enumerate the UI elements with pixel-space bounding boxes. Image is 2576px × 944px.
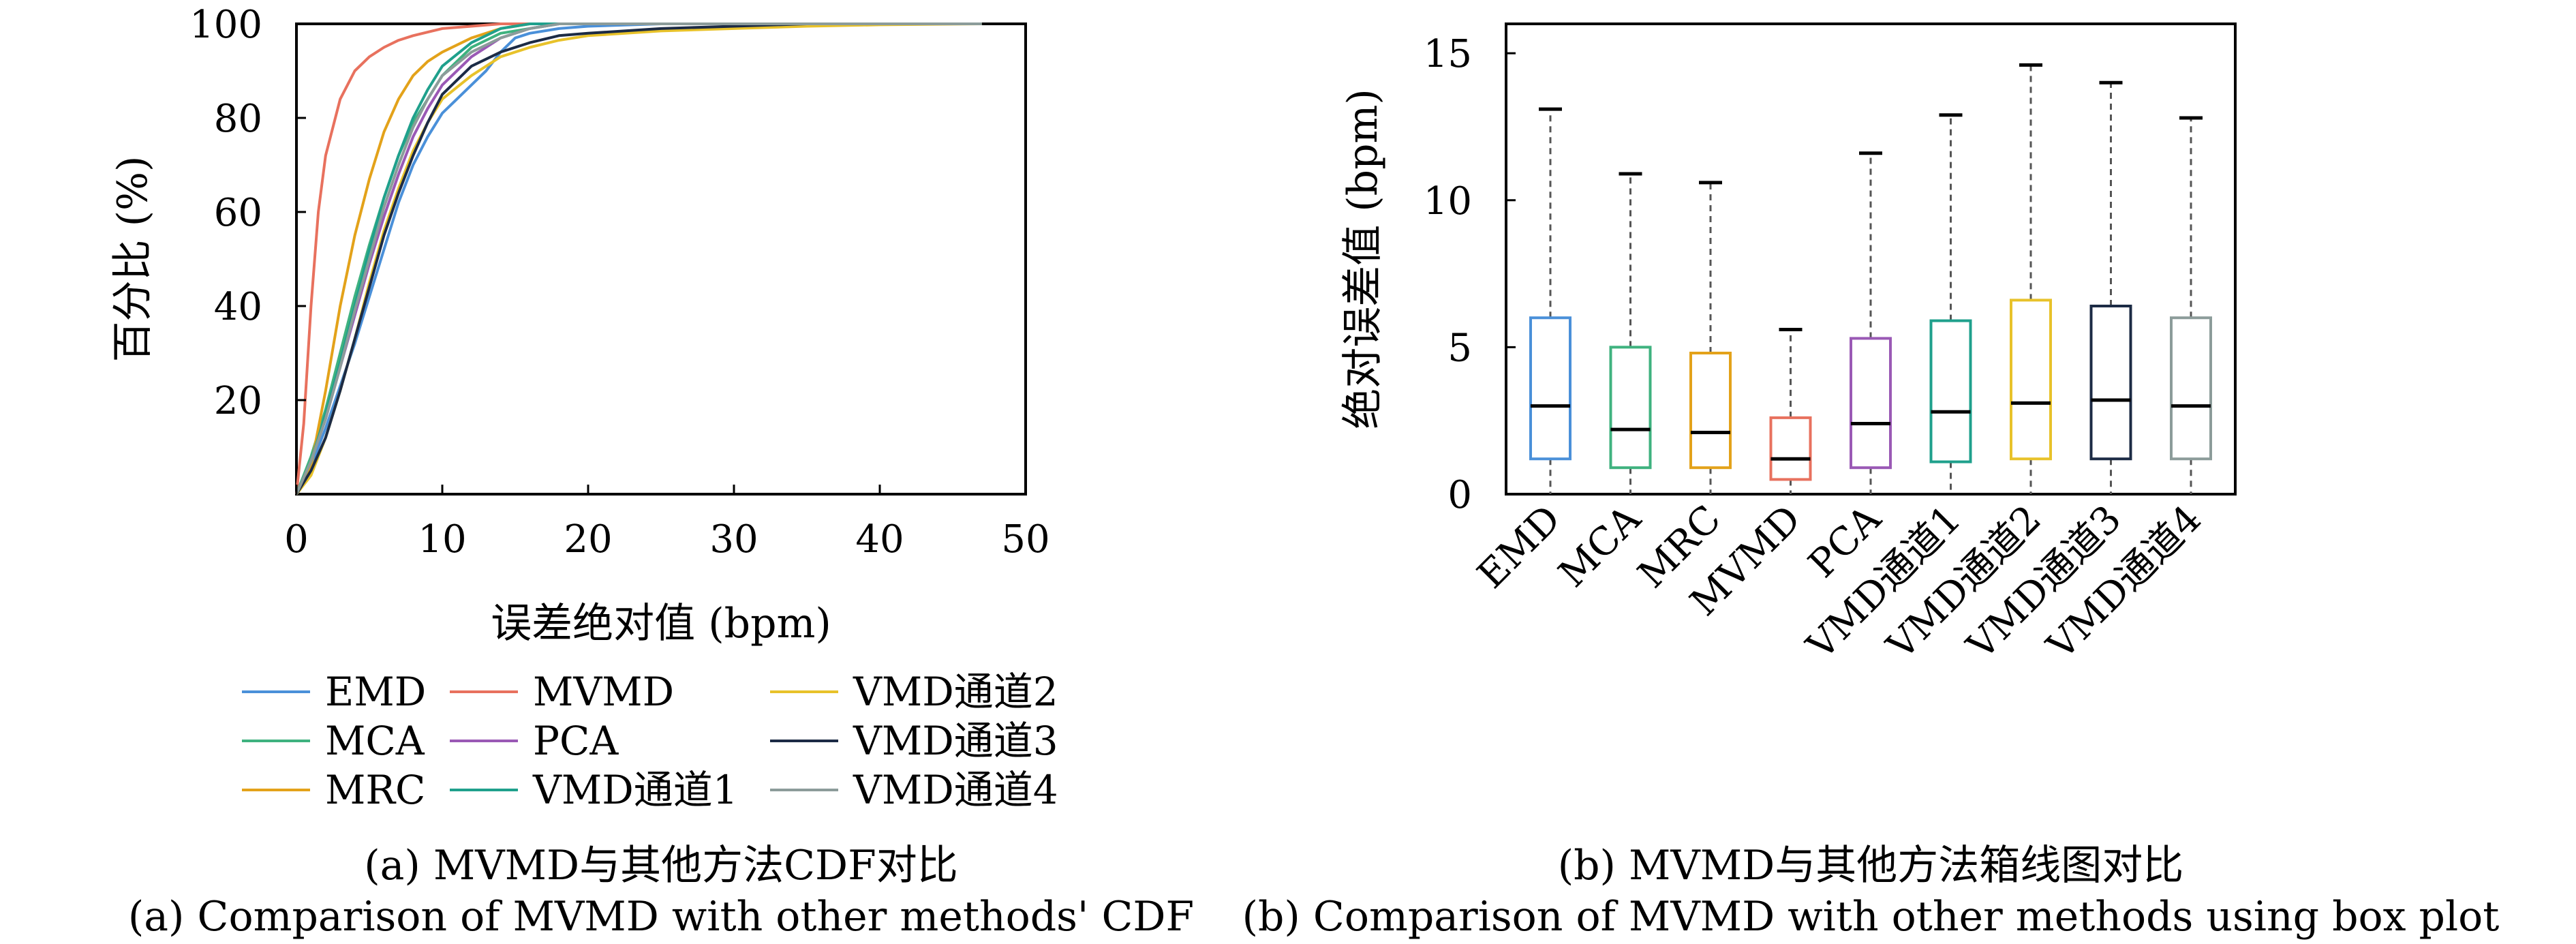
cdf-x-tick-label-4: 40	[855, 517, 904, 562]
cdf-legend-label-2: MRC	[325, 767, 425, 813]
cdf-y-tick-label-0: 20	[214, 379, 262, 423]
cdf-x-tick-label-5: 50	[1001, 517, 1049, 562]
cdf-caption-cn: (a) MVMD与其他方法CDF对比	[364, 842, 958, 889]
cdf-legend-label-7: VMD通道3	[853, 718, 1058, 764]
cdf-legend-label-0: EMD	[325, 669, 426, 715]
cdf-plot-frame	[295, 22, 1027, 496]
box-caption-cn: (b) MVMD与其他方法箱线图对比	[1558, 842, 2184, 889]
box-rect-6	[2010, 299, 2052, 461]
cdf-y-tick-label-1: 40	[214, 285, 262, 329]
cdf-series-lines	[295, 22, 982, 496]
cdf-y-tick-label-3: 80	[214, 97, 262, 141]
cdf-chart: 0 10 20 30 40 50 20 40 60 80 100 误差绝对值 (bpm) 百分比 …	[109, 3, 1194, 941]
cdf-legend-label-3: MVMD	[533, 669, 674, 715]
cdf-y-tick-label-2: 60	[214, 191, 262, 235]
box-x-tick-label-1: MCA	[1550, 497, 1650, 596]
box-rect-2	[1689, 352, 1732, 470]
box-rect-5	[1929, 319, 1972, 463]
box-x-tick-label-0: EMD	[1469, 497, 1569, 597]
box-y-tick-label-1: 5	[1447, 326, 1472, 370]
cdf-line-3	[295, 22, 982, 495]
cdf-x-tick-label-0: 0	[284, 517, 309, 562]
cdf-line-5	[295, 22, 982, 495]
cdf-legend-label-4: PCA	[533, 718, 619, 764]
box-y-tick-label-0: 0	[1447, 473, 1472, 517]
cdf-line-1	[295, 22, 982, 495]
cdf-line-4	[295, 22, 982, 495]
box-y-tick-label-3: 15	[1424, 32, 1472, 76]
cdf-legend-label-6: VMD通道2	[853, 669, 1058, 715]
cdf-line-0	[295, 22, 982, 495]
cdf-x-tick-label-1: 10	[418, 517, 466, 562]
box-y-tick-label-2: 10	[1424, 179, 1472, 224]
box-rect-0	[1529, 316, 1571, 461]
box-rect-7	[2089, 305, 2132, 461]
cdf-line-2	[295, 22, 982, 495]
cdf-caption-en: (a) Comparison of MVMD with other method…	[128, 893, 1194, 941]
box-rect-8	[2170, 316, 2212, 461]
box-rect-3	[1769, 416, 1812, 481]
cdf-line-8	[295, 22, 982, 495]
box-y-ticks: 0 5 10 15	[1424, 32, 1516, 517]
box-chart: 0 5 10 15 EMDMCAMRCMVMDPCAVMD通道1VMD通道2VMD通道…	[1242, 22, 2500, 941]
cdf-x-tick-label-3: 30	[709, 517, 758, 562]
cdf-line-7	[295, 22, 982, 496]
cdf-y-tick-label-4: 100	[189, 3, 262, 47]
cdf-x-ticks: 0 10 20 30 40 50	[284, 485, 1050, 562]
cdf-legend-label-5: VMD通道1	[532, 767, 738, 813]
cdf-x-axis-label: 误差绝对值 (bpm)	[491, 600, 831, 648]
cdf-line-6	[295, 22, 982, 496]
cdf-legend-label-8: VMD通道4	[853, 767, 1058, 813]
box-marks	[1529, 63, 2212, 494]
box-y-axis-label: 绝对误差值 (bpm)	[1339, 89, 1387, 429]
cdf-y-ticks: 20 40 60 80 100	[189, 3, 306, 423]
box-rect-1	[1609, 346, 1652, 470]
cdf-x-tick-label-2: 20	[564, 517, 612, 562]
cdf-y-axis-label: 百分比 (%)	[109, 156, 157, 363]
box-rect-4	[1850, 337, 1892, 470]
box-caption-en: (b) Comparison of MVMD with other method…	[1242, 893, 2500, 941]
cdf-legend-label-1: MCA	[325, 718, 425, 764]
